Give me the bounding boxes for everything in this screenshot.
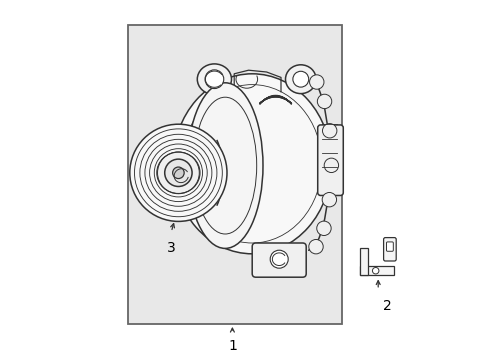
Circle shape <box>293 71 309 87</box>
Ellipse shape <box>310 75 324 89</box>
Ellipse shape <box>317 221 331 235</box>
FancyBboxPatch shape <box>360 266 394 275</box>
Text: 2: 2 <box>383 299 392 313</box>
Ellipse shape <box>173 74 331 254</box>
Ellipse shape <box>286 65 316 94</box>
Circle shape <box>372 267 379 274</box>
FancyBboxPatch shape <box>360 248 368 275</box>
Circle shape <box>130 124 227 221</box>
Ellipse shape <box>322 123 337 138</box>
Text: 1: 1 <box>228 339 237 354</box>
Ellipse shape <box>309 239 323 254</box>
FancyBboxPatch shape <box>384 238 396 261</box>
FancyBboxPatch shape <box>252 243 306 277</box>
Ellipse shape <box>187 83 263 248</box>
FancyBboxPatch shape <box>318 125 343 195</box>
Circle shape <box>270 250 288 268</box>
Ellipse shape <box>197 64 231 95</box>
Text: 3: 3 <box>167 241 175 255</box>
Circle shape <box>165 159 192 186</box>
Circle shape <box>205 70 224 89</box>
Circle shape <box>172 167 184 179</box>
FancyBboxPatch shape <box>387 242 393 251</box>
Ellipse shape <box>157 152 200 194</box>
Ellipse shape <box>324 158 339 172</box>
Ellipse shape <box>322 193 337 207</box>
Ellipse shape <box>318 94 332 109</box>
Bar <box>128 25 342 324</box>
